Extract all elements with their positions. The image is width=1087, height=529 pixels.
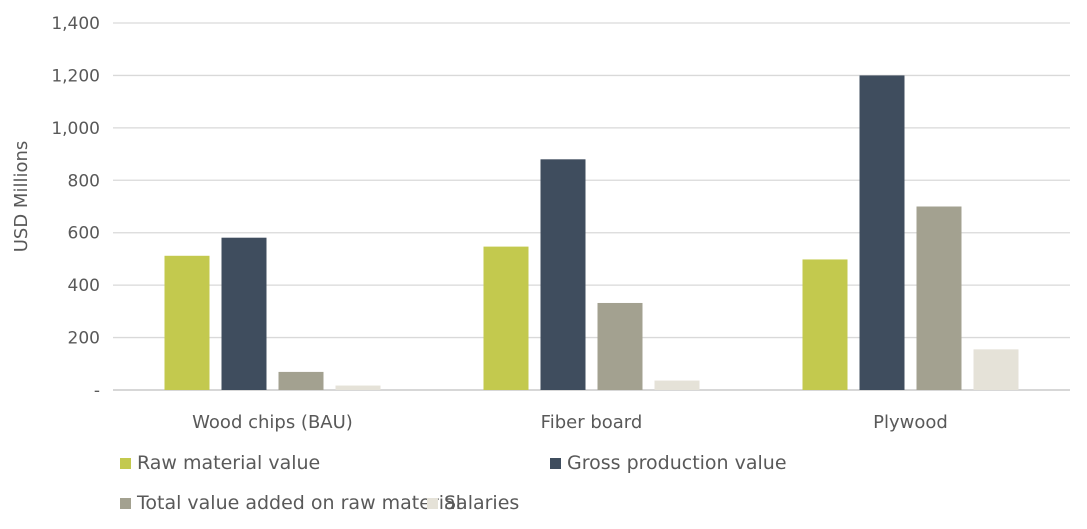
y-tick-label: - <box>94 381 100 401</box>
x-category-label: Wood chips (BAU) <box>192 412 353 433</box>
bar-chart: - 200 400 600 800 1,000 1,200 1,400 Wood chips … <box>11 14 1070 433</box>
legend-swatch <box>550 457 561 469</box>
bar <box>916 206 962 390</box>
x-axis-categories: Wood chips (BAU) Fiber board Plywood <box>192 412 948 433</box>
y-tick-label: 1,400 <box>51 14 100 34</box>
bar <box>540 159 586 390</box>
y-tick-label: 800 <box>68 171 100 191</box>
bars <box>164 75 1019 390</box>
y-tick-label: 1,200 <box>51 66 100 86</box>
bar <box>802 259 848 390</box>
legend-label: Total value added on raw material <box>137 492 461 514</box>
legend-item: Raw material value <box>120 452 320 474</box>
legend-label: Gross production value <box>567 452 787 474</box>
y-axis-label: USD Millions <box>11 141 32 253</box>
legend-label: Raw material value <box>137 452 321 474</box>
y-tick-label: 400 <box>68 276 100 296</box>
bar <box>654 380 700 390</box>
y-tick-label: 1,000 <box>51 119 100 139</box>
y-tick-label: 600 <box>68 224 100 244</box>
bar <box>973 349 1019 390</box>
legend-swatch <box>120 457 131 469</box>
gridlines <box>113 22 1070 391</box>
bar <box>859 75 905 390</box>
bar <box>221 237 267 390</box>
legend-swatch <box>120 497 131 509</box>
bar <box>164 255 210 390</box>
legend-swatch <box>427 497 438 509</box>
bar <box>483 246 529 390</box>
bar <box>597 302 643 390</box>
legend-item: Gross production value <box>550 452 787 474</box>
legend-item: Salaries <box>427 492 519 514</box>
bar <box>335 385 381 390</box>
legend-item: Total value added on raw material <box>120 492 461 514</box>
x-category-label: Fiber board <box>541 412 643 433</box>
y-tick-label: 200 <box>68 329 100 349</box>
y-axis-ticks: - 200 400 600 800 1,000 1,200 1,400 <box>51 14 100 401</box>
x-category-label: Plywood <box>873 412 948 433</box>
bar <box>278 371 324 390</box>
legend-label: Salaries <box>444 492 520 514</box>
